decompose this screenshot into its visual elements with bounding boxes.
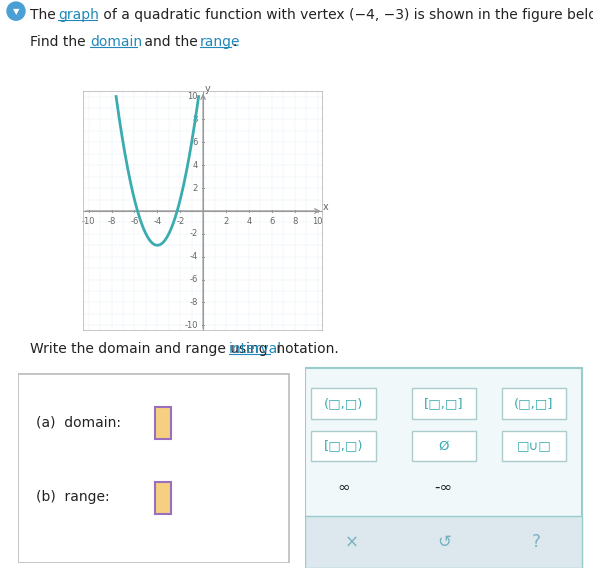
Text: x: x — [323, 202, 329, 212]
Text: -10: -10 — [184, 321, 198, 330]
Text: ↺: ↺ — [437, 533, 451, 551]
Text: (□,□]: (□,□] — [514, 397, 554, 410]
Text: -2: -2 — [176, 217, 184, 226]
Text: [□,□): [□,□) — [324, 440, 364, 452]
Text: □∪□: □∪□ — [517, 440, 551, 452]
Text: Find the: Find the — [30, 35, 90, 49]
Text: [□,□]: [□,□] — [424, 397, 464, 410]
Text: 10: 10 — [313, 217, 323, 226]
Text: (□,□): (□,□) — [324, 397, 363, 410]
Bar — [412, 431, 476, 461]
Text: domain: domain — [90, 35, 142, 49]
Text: 10: 10 — [187, 92, 198, 101]
Text: -4: -4 — [190, 252, 198, 261]
Text: ?: ? — [531, 533, 540, 551]
Text: Ø: Ø — [438, 440, 449, 452]
Text: notation.: notation. — [272, 342, 339, 356]
Text: The: The — [30, 8, 60, 22]
Text: interval: interval — [229, 342, 282, 356]
Text: -10: -10 — [82, 217, 95, 226]
Text: of a quadratic function with vertex (−4, −3) is shown in the figure below.: of a quadratic function with vertex (−4,… — [99, 8, 593, 22]
Text: .: . — [233, 35, 237, 49]
Text: Write the domain and range using: Write the domain and range using — [30, 342, 272, 356]
Text: range: range — [200, 35, 241, 49]
Bar — [155, 407, 171, 440]
Text: graph: graph — [58, 8, 99, 22]
Text: -6: -6 — [130, 217, 139, 226]
Bar — [311, 431, 375, 461]
Text: y: y — [204, 84, 210, 94]
Text: 4: 4 — [246, 217, 251, 226]
Text: 8: 8 — [292, 217, 297, 226]
Text: and the: and the — [140, 35, 202, 49]
Circle shape — [7, 2, 25, 20]
Text: 8: 8 — [193, 115, 198, 124]
Text: ▼: ▼ — [13, 6, 19, 16]
Text: -8: -8 — [190, 298, 198, 307]
Bar — [305, 516, 582, 568]
Text: ×: × — [345, 533, 358, 551]
Text: -6: -6 — [190, 275, 198, 284]
Text: (b)  range:: (b) range: — [36, 490, 109, 505]
Text: -4: -4 — [153, 217, 161, 226]
Text: ∞: ∞ — [337, 480, 350, 495]
Bar — [412, 389, 476, 419]
Text: -∞: -∞ — [435, 480, 453, 495]
Text: 2: 2 — [193, 183, 198, 193]
Bar — [155, 482, 171, 515]
Text: 2: 2 — [224, 217, 229, 226]
Text: 6: 6 — [269, 217, 275, 226]
Bar — [502, 431, 566, 461]
Text: -8: -8 — [107, 217, 116, 226]
Bar — [502, 389, 566, 419]
Text: 4: 4 — [193, 161, 198, 170]
Bar — [311, 389, 375, 419]
Polygon shape — [10, 4, 22, 18]
Text: (a)  domain:: (a) domain: — [36, 415, 120, 429]
Text: 6: 6 — [193, 138, 198, 147]
Text: -2: -2 — [190, 229, 198, 239]
